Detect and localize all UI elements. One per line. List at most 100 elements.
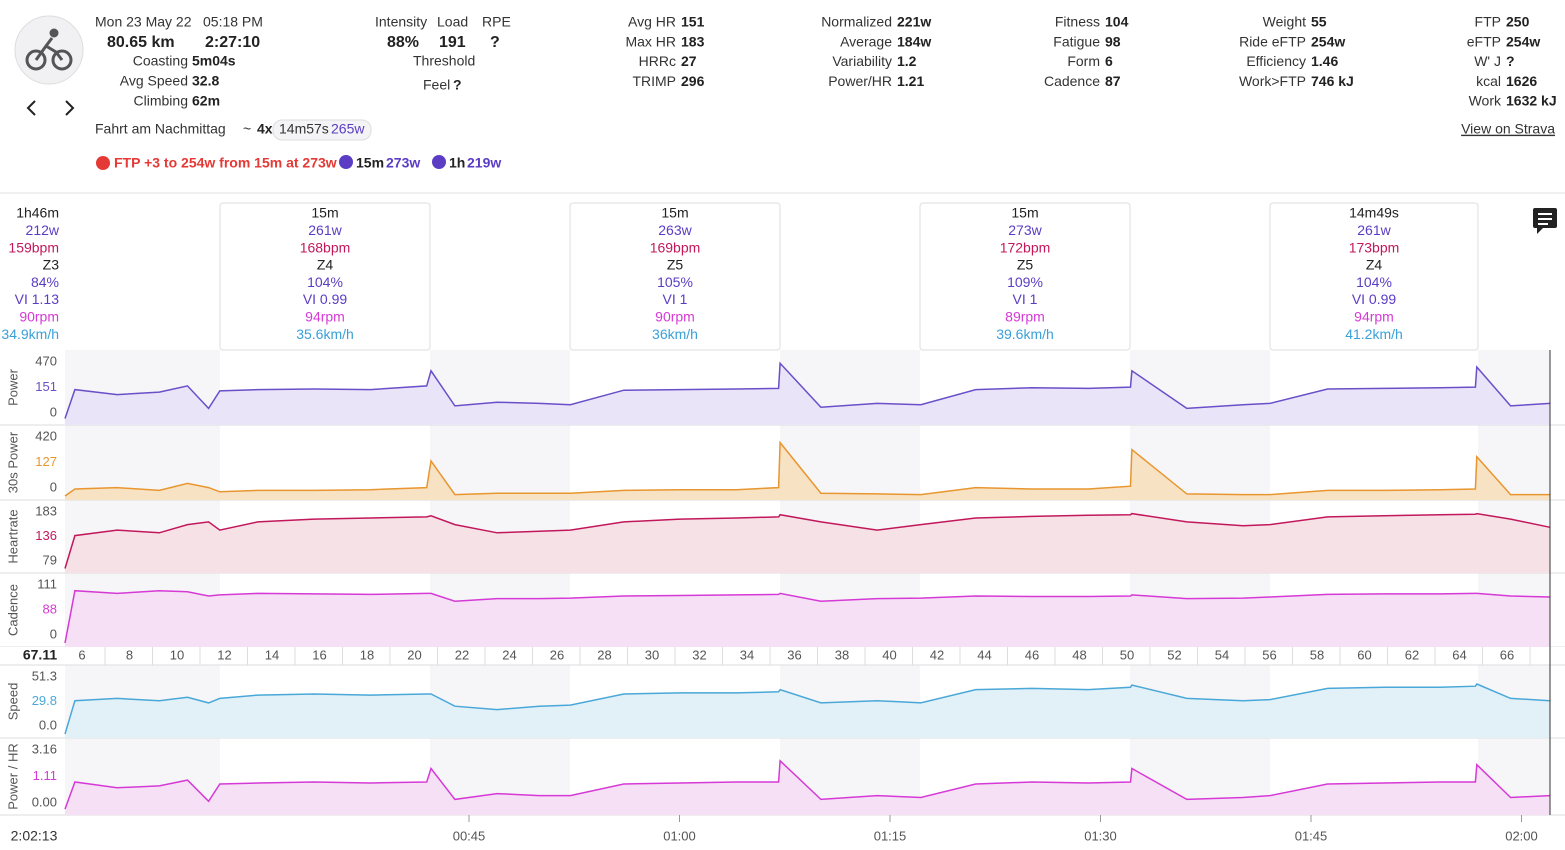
distance-tick-label: 14 <box>265 647 279 662</box>
time-tick-label: 02:00 <box>1505 828 1538 843</box>
distance-tick-label: 66 <box>1500 647 1514 662</box>
intensity-label: Intensity <box>375 14 427 30</box>
stat-value: 183 <box>681 33 705 49</box>
stat-value: 296 <box>681 73 705 89</box>
rep-power: 265w <box>331 121 365 137</box>
distance-tick-label: 22 <box>455 647 469 662</box>
distance-tick-label: 10 <box>170 647 184 662</box>
interval-stat: 35.6km/h <box>296 326 354 342</box>
time-tick-label: 01:45 <box>1295 828 1328 843</box>
best-duration: 1h <box>449 155 465 171</box>
trace-area <box>65 513 1550 573</box>
load[interactable]: 191 <box>439 34 466 51</box>
stat-label: Climbing <box>134 93 188 109</box>
feel[interactable]: ? <box>453 77 462 93</box>
y-tick-label: 0 <box>50 479 57 494</box>
stat-label: Fitness <box>1055 14 1100 30</box>
distance-tick-label: 50 <box>1120 647 1134 662</box>
interval-stat: 41.2km/h <box>1345 326 1403 342</box>
interval-stat: 104% <box>1356 274 1392 290</box>
interval-stat: 14m49s <box>1349 205 1399 221</box>
interval-stat: 173bpm <box>1349 239 1400 255</box>
interval-stat: 104% <box>307 274 343 290</box>
best-power: 273w <box>386 155 420 171</box>
distance-tick-label: 20 <box>407 647 421 662</box>
stat-label: Efficiency <box>1246 53 1306 69</box>
chart-label: Power / HR <box>5 743 20 809</box>
stat-label: Work>FTP <box>1239 73 1306 89</box>
chart-label: 30s Power <box>5 431 20 493</box>
y-tick-label: 420 <box>35 428 57 443</box>
trace-area <box>65 590 1550 647</box>
interval-stat: 89rpm <box>1005 309 1045 325</box>
interval-stat: 15m <box>311 205 338 221</box>
distance-tick-label: 18 <box>360 647 374 662</box>
y-tick-label: 29.8 <box>32 693 57 708</box>
best-duration: 15m <box>356 155 384 171</box>
stat-value: 27 <box>681 53 697 69</box>
feel-label: Feel <box>423 77 450 93</box>
interval-stat: 94rpm <box>1354 309 1394 325</box>
interval-stat: Z4 <box>317 257 334 273</box>
intensity: 88% <box>387 34 419 51</box>
y-tick-label: 3.16 <box>32 741 57 756</box>
interval-stat: VI 0.99 <box>1352 291 1397 307</box>
comment-button[interactable] <box>1533 208 1557 234</box>
time-start: 2:02:13 <box>11 828 58 844</box>
distance-tick-label: 32 <box>692 647 706 662</box>
stat-label: Work <box>1469 93 1502 109</box>
distance-tick-label: 30 <box>645 647 659 662</box>
reps: 4x <box>257 121 273 137</box>
stat-label: Avg Speed <box>120 73 188 89</box>
chart-label: Speed <box>5 683 20 721</box>
duration: 2:27:10 <box>205 34 260 51</box>
stat-value: 254w <box>1311 33 1345 49</box>
interval-stat: 109% <box>1007 274 1043 290</box>
interval-stat: Z5 <box>1017 257 1034 273</box>
stat-label: Average <box>840 33 892 49</box>
trace-area <box>65 442 1550 500</box>
trace-line <box>64 512 1551 569</box>
prev-button[interactable] <box>26 100 36 116</box>
stat-value: 6 <box>1105 53 1113 69</box>
interval-summary: 212w <box>26 222 60 238</box>
distance-tick-label: 12 <box>217 647 231 662</box>
stat-value: 1.2 <box>897 53 917 69</box>
trace-line <box>64 683 1551 735</box>
distance-tick-label: 60 <box>1357 647 1371 662</box>
trace-line <box>64 440 1550 497</box>
best-icon <box>339 155 353 169</box>
best-power: 219w <box>467 155 501 171</box>
y-tick-label: 136 <box>35 528 57 543</box>
interval-stat: 90rpm <box>655 309 695 325</box>
distance-tick-label: 54 <box>1215 647 1229 662</box>
activity-name[interactable]: Fahrt am Nachmittag <box>95 121 226 137</box>
trace-area <box>65 760 1550 815</box>
stat-label: Weight <box>1263 14 1306 30</box>
rep-time: 14m57s <box>279 121 329 137</box>
distance-tick-label: 42 <box>930 647 944 662</box>
interval-stat: Z5 <box>667 257 684 273</box>
y-tick-label: 0 <box>50 404 57 419</box>
distance-axis-bg <box>0 647 1565 665</box>
distance-tick-label: 36 <box>787 647 801 662</box>
chart-label: Heartrate <box>5 509 20 563</box>
stat-value: 254w <box>1506 33 1540 49</box>
stat-value: 746 kJ <box>1311 73 1354 89</box>
stat-label: TRIMP <box>632 73 676 89</box>
interval-box <box>569 202 781 351</box>
distance-tick-label: 58 <box>1310 647 1324 662</box>
rpe[interactable]: ? <box>490 34 500 51</box>
time-tick-label: 01:00 <box>663 828 696 843</box>
y-tick-label: 127 <box>35 454 57 469</box>
next-button[interactable] <box>65 100 75 116</box>
chart-label: Cadence <box>5 584 20 636</box>
interval-stat: 168bpm <box>300 239 351 255</box>
distance-tick-label: 34 <box>740 647 754 662</box>
strava-link[interactable]: View on Strava <box>1461 121 1555 137</box>
interval-stat: VI 1 <box>663 291 688 307</box>
date: Mon 23 May 22 <box>95 14 192 30</box>
interval-stat: 169bpm <box>650 239 701 255</box>
